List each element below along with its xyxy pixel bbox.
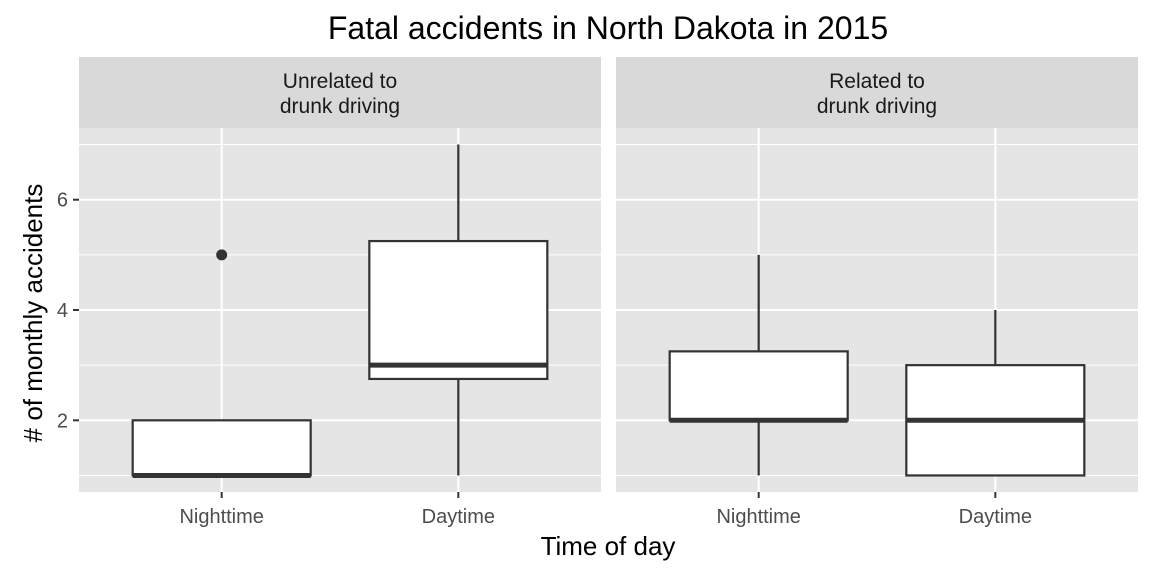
box-iqr bbox=[131, 419, 312, 477]
y-axis-title: # of monthly accidents bbox=[18, 184, 48, 443]
box-iqr bbox=[368, 239, 549, 381]
box-nighttime bbox=[668, 254, 849, 476]
facet-strip bbox=[616, 57, 1138, 128]
facet-strip-label: Related to bbox=[829, 70, 925, 93]
y-axis: 2 4 6 bbox=[57, 190, 79, 432]
chart-title: Fatal accidents in North Dakota in 2015 bbox=[328, 10, 888, 46]
x-tick-label: Nighttime bbox=[716, 506, 800, 528]
box-nighttime bbox=[131, 249, 312, 478]
x-axis-title: Time of day bbox=[541, 531, 676, 561]
box-daytime bbox=[368, 144, 549, 476]
y-tick-label: 4 bbox=[57, 300, 68, 322]
y-tick-label: 6 bbox=[57, 190, 68, 212]
facet-strip-label: Unrelated to bbox=[283, 70, 397, 93]
facet-strip bbox=[79, 57, 601, 128]
x-tick-label: Nighttime bbox=[179, 506, 263, 528]
outlier-point bbox=[216, 249, 228, 261]
y-tick-label: 2 bbox=[57, 410, 68, 432]
x-tick-label: Daytime bbox=[959, 506, 1032, 528]
box-iqr bbox=[668, 350, 849, 422]
box-daytime bbox=[905, 310, 1086, 477]
x-tick-label: Daytime bbox=[422, 506, 495, 528]
facet-strip-label: drunk driving bbox=[817, 95, 937, 118]
facet-strip-label: drunk driving bbox=[280, 95, 400, 118]
